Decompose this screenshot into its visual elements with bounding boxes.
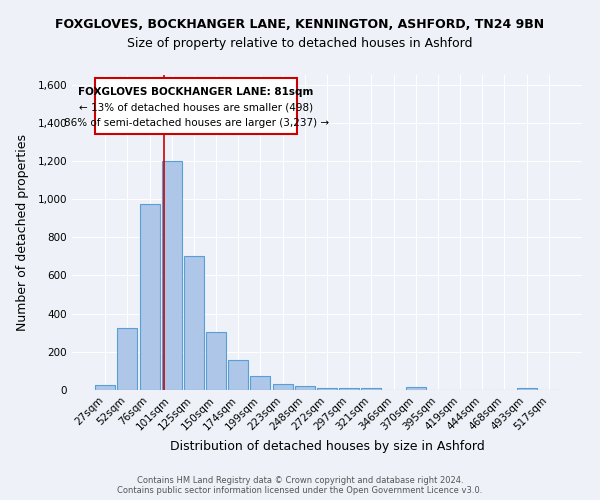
Bar [361, 388, 382, 390]
Text: FOXGLOVES, BOCKHANGER LANE, KENNINGTON, ASHFORD, TN24 9BN: FOXGLOVES, BOCKHANGER LANE, KENNINGTON, … [55, 18, 545, 30]
FancyBboxPatch shape [95, 78, 297, 134]
Bar [517, 388, 536, 390]
Text: 86% of semi-detached houses are larger (3,237) →: 86% of semi-detached houses are larger (… [64, 118, 329, 128]
Bar [140, 204, 160, 390]
Bar [162, 161, 182, 390]
Bar [228, 360, 248, 390]
X-axis label: Distribution of detached houses by size in Ashford: Distribution of detached houses by size … [170, 440, 484, 453]
Bar [406, 387, 426, 390]
Text: Size of property relative to detached houses in Ashford: Size of property relative to detached ho… [127, 38, 473, 51]
Bar [339, 388, 359, 390]
Bar [295, 386, 315, 390]
Text: FOXGLOVES BOCKHANGER LANE: 81sqm: FOXGLOVES BOCKHANGER LANE: 81sqm [79, 87, 314, 97]
Text: Contains HM Land Registry data © Crown copyright and database right 2024.
Contai: Contains HM Land Registry data © Crown c… [118, 476, 482, 495]
Bar [118, 328, 137, 390]
Bar [184, 256, 204, 390]
Bar [250, 376, 271, 390]
Bar [317, 388, 337, 390]
Bar [95, 385, 115, 390]
Y-axis label: Number of detached properties: Number of detached properties [16, 134, 29, 331]
Bar [206, 332, 226, 390]
Bar [272, 384, 293, 390]
Text: ← 13% of detached houses are smaller (498): ← 13% of detached houses are smaller (49… [79, 102, 313, 112]
